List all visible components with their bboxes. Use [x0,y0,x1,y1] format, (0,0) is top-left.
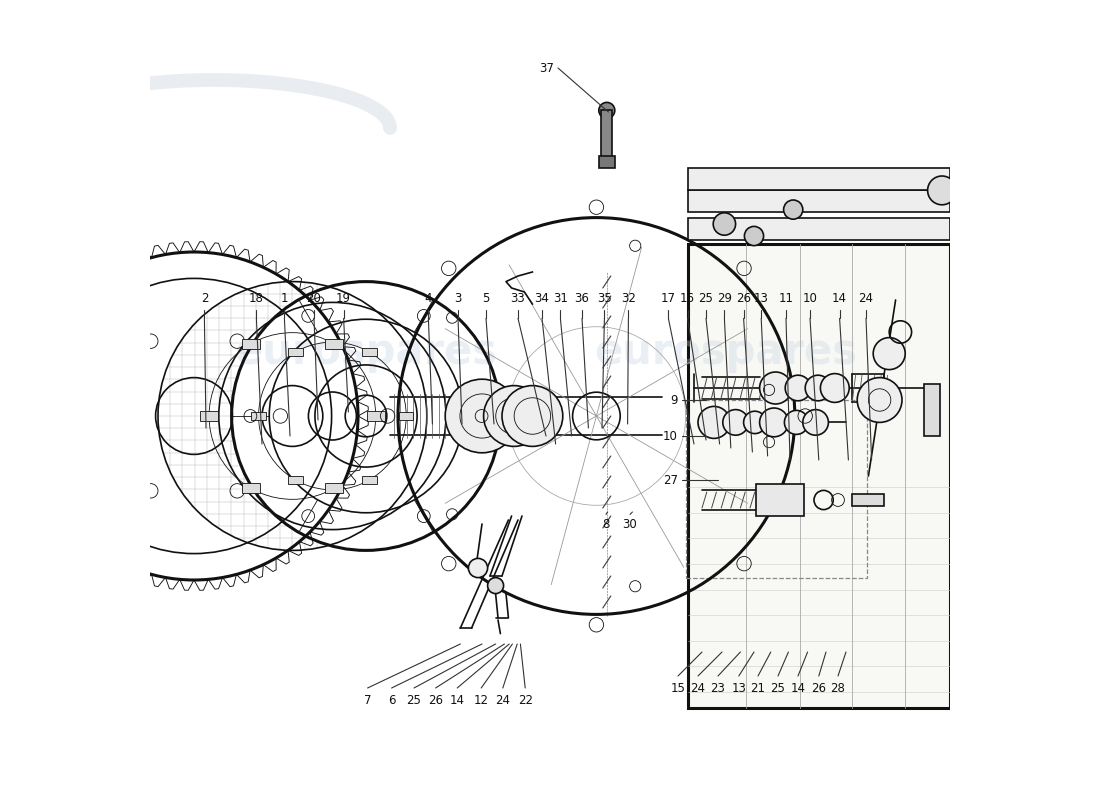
Bar [602,110,613,160]
Circle shape [219,302,446,530]
Text: 22: 22 [518,694,532,706]
Bar [288,348,302,356]
Circle shape [598,102,615,118]
Bar [924,384,940,436]
Circle shape [30,252,358,580]
Text: 2: 2 [200,292,208,305]
Bar [367,411,385,421]
Text: 24: 24 [691,682,705,694]
Text: 37: 37 [539,62,554,74]
Text: 14: 14 [450,694,464,706]
Circle shape [469,558,487,578]
Bar [399,412,414,420]
Circle shape [803,410,828,435]
Circle shape [821,374,849,402]
Bar [688,168,950,190]
Circle shape [760,372,792,404]
Text: 10: 10 [663,430,678,442]
Circle shape [785,375,811,401]
Text: 9: 9 [671,394,678,406]
Text: 27: 27 [663,474,678,486]
Bar [252,412,266,420]
Text: 14: 14 [832,292,847,305]
Text: 11: 11 [779,292,793,305]
Bar [688,244,950,708]
Text: 34: 34 [535,292,549,305]
Text: 33: 33 [510,292,526,305]
Text: 21: 21 [750,682,766,694]
Text: 6: 6 [388,694,395,706]
Circle shape [873,338,905,370]
Circle shape [784,410,808,434]
Circle shape [760,408,789,437]
Bar [242,483,260,493]
Text: 7: 7 [364,694,372,706]
Bar [688,218,950,240]
Bar [326,483,343,493]
Text: 19: 19 [337,292,351,305]
Text: 26: 26 [428,694,443,706]
Circle shape [232,282,500,550]
Circle shape [487,578,504,594]
Text: 3: 3 [454,292,462,305]
Text: 31: 31 [553,292,568,305]
Circle shape [927,176,956,205]
Text: 26: 26 [736,292,751,305]
Circle shape [484,386,544,446]
Text: eurospares: eurospares [594,331,858,373]
Circle shape [698,406,730,438]
Circle shape [713,213,736,235]
Text: 35: 35 [597,292,612,305]
Text: 8: 8 [603,518,609,530]
Bar [362,476,376,484]
Text: 15: 15 [671,682,685,694]
Text: 23: 23 [711,682,725,694]
Bar [757,484,804,516]
Text: 25: 25 [407,694,421,706]
Circle shape [805,375,830,401]
Text: 1: 1 [280,292,288,305]
Bar [688,190,950,212]
Circle shape [723,410,748,435]
Text: 25: 25 [771,682,785,694]
Text: 30: 30 [623,518,637,530]
Text: 17: 17 [661,292,675,305]
Text: 13: 13 [754,292,769,305]
Circle shape [745,226,763,246]
Text: 29: 29 [717,292,732,305]
Circle shape [502,386,563,446]
Text: 28: 28 [830,682,846,694]
Bar [686,400,867,578]
Text: 24: 24 [495,694,510,706]
Circle shape [744,411,766,434]
Text: 5: 5 [482,292,490,305]
Text: 25: 25 [698,292,714,305]
Bar [242,339,260,349]
Text: 13: 13 [732,682,746,694]
Text: 26: 26 [812,682,826,694]
Circle shape [158,282,427,550]
Circle shape [446,379,519,453]
Text: 36: 36 [574,292,590,305]
Text: 20: 20 [307,292,321,305]
Bar [200,411,218,421]
Bar [852,494,884,506]
Text: 14: 14 [791,682,805,694]
Bar [326,339,343,349]
Text: 24: 24 [858,292,873,305]
Circle shape [398,218,795,614]
Text: 18: 18 [249,292,264,305]
Bar [598,156,615,168]
Text: 10: 10 [803,292,817,305]
Text: 12: 12 [474,694,488,706]
Text: 32: 32 [621,292,636,305]
Bar [362,348,376,356]
Circle shape [783,200,803,219]
Text: 16: 16 [680,292,695,305]
Bar [288,476,302,484]
Text: 4: 4 [425,292,432,305]
Circle shape [857,378,902,422]
Text: eurospares: eurospares [234,331,497,373]
